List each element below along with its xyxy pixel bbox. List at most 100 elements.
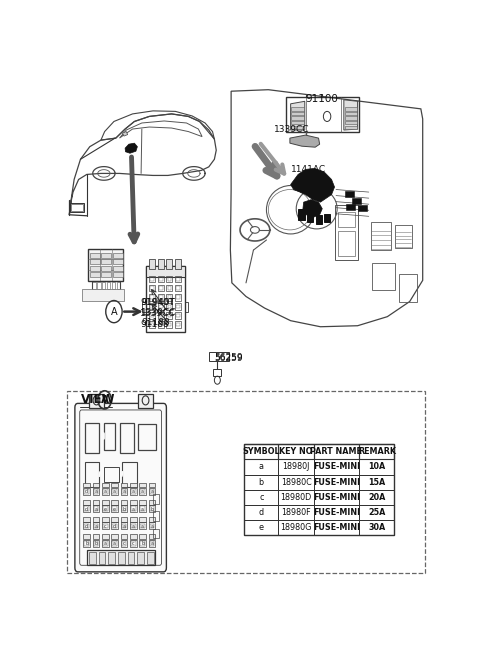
Bar [140, 489, 145, 494]
Bar [84, 506, 89, 512]
Bar [83, 290, 124, 301]
Bar [139, 523, 146, 529]
Text: a: a [150, 524, 154, 529]
Bar [130, 483, 137, 487]
Bar [167, 259, 172, 269]
Bar [112, 541, 117, 546]
Bar [140, 541, 145, 546]
Text: a: a [132, 524, 135, 529]
Bar [131, 541, 136, 546]
Text: b: b [95, 541, 97, 546]
Polygon shape [346, 204, 355, 210]
Bar [128, 552, 134, 565]
Bar [149, 294, 155, 301]
Bar [120, 534, 127, 539]
Bar [112, 506, 117, 512]
Bar [102, 505, 109, 512]
Bar [150, 506, 154, 512]
Bar [87, 550, 155, 565]
Bar [345, 126, 357, 129]
Bar [316, 215, 322, 224]
Bar [142, 302, 145, 312]
Polygon shape [352, 198, 361, 204]
Bar [338, 212, 355, 227]
Text: 91188: 91188 [140, 320, 169, 329]
Text: b: b [150, 506, 154, 512]
Bar [168, 314, 171, 317]
Bar [84, 540, 90, 547]
Bar [158, 312, 164, 319]
Bar [94, 489, 98, 494]
Bar [167, 303, 172, 310]
Bar [168, 286, 171, 290]
Bar [168, 323, 171, 326]
Bar [90, 259, 100, 264]
Bar [158, 276, 164, 282]
Polygon shape [290, 168, 335, 202]
Text: 1339CC: 1339CC [141, 308, 177, 316]
Bar [150, 489, 154, 494]
Bar [153, 495, 159, 504]
Text: 91940T: 91940T [140, 297, 174, 307]
Bar [93, 500, 99, 504]
Bar [140, 506, 145, 512]
Bar [113, 259, 123, 264]
Text: REMARK: REMARK [358, 447, 396, 457]
Bar [104, 422, 115, 450]
Bar [158, 294, 164, 301]
Bar [117, 282, 120, 290]
Bar [167, 294, 172, 301]
Bar [314, 520, 359, 535]
Bar [139, 505, 146, 512]
Text: FUSE-MINI: FUSE-MINI [313, 493, 360, 502]
Bar [158, 321, 164, 328]
Text: A: A [101, 395, 108, 405]
Bar [148, 488, 155, 495]
Text: b: b [141, 541, 144, 546]
Bar [278, 520, 314, 535]
Bar [209, 352, 229, 361]
Bar [286, 97, 359, 132]
Bar [291, 107, 304, 111]
Bar [158, 303, 164, 310]
Bar [278, 474, 314, 490]
Bar [92, 282, 96, 290]
Text: a: a [122, 489, 125, 495]
Bar [291, 112, 304, 115]
Bar [93, 483, 99, 487]
Bar [120, 422, 134, 453]
Bar [120, 483, 127, 487]
Bar [139, 488, 146, 495]
Bar [150, 295, 154, 299]
Bar [101, 253, 111, 257]
Bar [84, 534, 90, 539]
Bar [130, 505, 137, 512]
Bar [120, 523, 127, 529]
Text: KEY NO: KEY NO [279, 447, 313, 457]
Bar [176, 295, 180, 299]
Bar [159, 286, 163, 290]
Bar [93, 534, 99, 539]
Bar [113, 272, 123, 277]
Bar [158, 285, 164, 291]
Bar [176, 305, 180, 308]
Bar [145, 266, 185, 277]
Bar [130, 523, 137, 529]
Bar [138, 424, 156, 450]
Bar [159, 323, 163, 326]
Bar [111, 534, 118, 539]
Text: a: a [122, 524, 125, 529]
Bar [159, 295, 163, 299]
Text: 1141AC: 1141AC [290, 165, 326, 174]
Text: a: a [132, 506, 135, 512]
Bar [167, 321, 172, 328]
Text: 56259: 56259 [215, 354, 243, 363]
Bar [94, 506, 98, 512]
Bar [130, 488, 137, 495]
Polygon shape [125, 143, 137, 153]
Text: a: a [104, 541, 107, 546]
Bar [122, 462, 137, 487]
Bar [108, 552, 115, 565]
Polygon shape [290, 135, 320, 147]
Bar [118, 552, 125, 565]
